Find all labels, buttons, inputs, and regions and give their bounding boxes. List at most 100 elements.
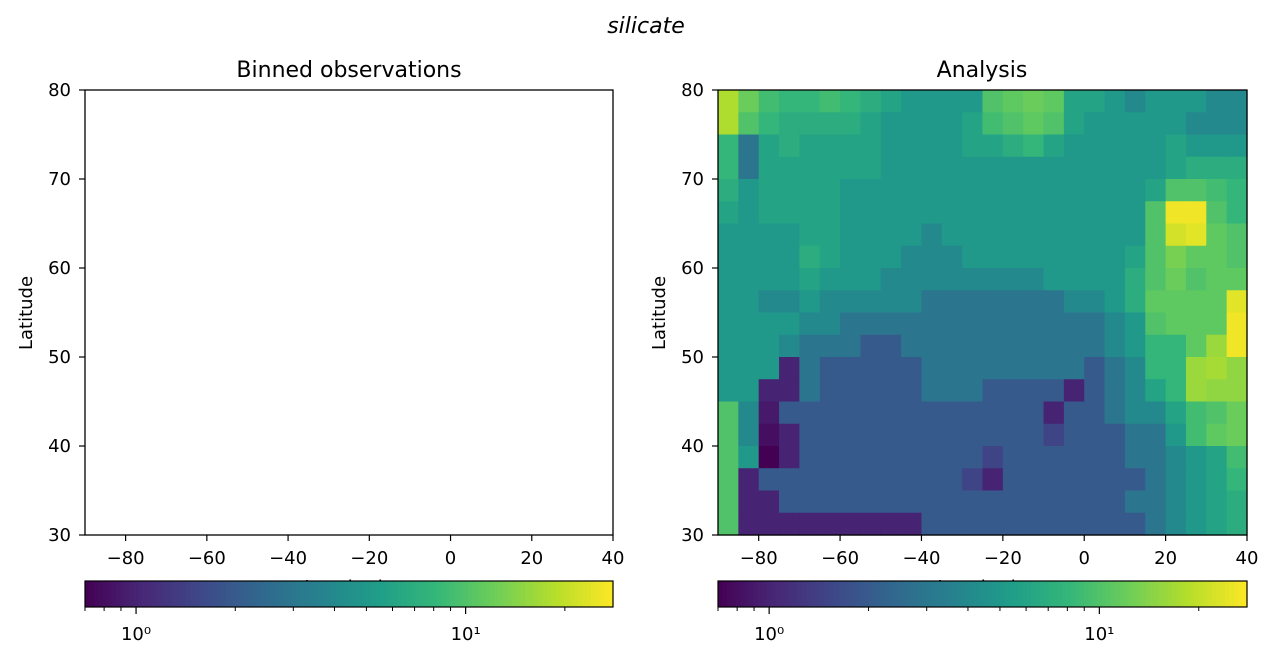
colorbar-segment: [735, 581, 741, 607]
heatmap-cell: [860, 512, 882, 536]
heatmap-cell: [1185, 90, 1207, 113]
plot-frame: [84, 89, 614, 536]
heatmap-cell: [941, 201, 963, 225]
heatmap-cell: [880, 490, 902, 514]
colorbar-segment: [1194, 581, 1200, 607]
colorbar-tick-label: 10⁰: [121, 624, 151, 645]
colorbar-segment: [208, 581, 214, 607]
heatmap-cell: [1002, 179, 1024, 202]
colorbar-segment: [344, 581, 350, 607]
colorbar-segment: [547, 581, 552, 607]
heatmap-cell: [962, 512, 984, 536]
heatmap-cell: [921, 490, 943, 514]
heatmap-cell: [1185, 423, 1207, 447]
colorbar-segment: [252, 581, 258, 607]
colorbar-segment: [595, 581, 601, 607]
y-tick-label: 80: [48, 80, 71, 101]
colorbar-segment: [766, 581, 772, 607]
heatmap-cell: [1023, 268, 1045, 291]
heatmap-cell: [799, 401, 821, 425]
colorbar-frame: [84, 580, 614, 608]
heatmap-cell: [1023, 201, 1045, 225]
heatmap-cell: [901, 401, 923, 425]
heatmap-cell: [921, 112, 943, 136]
colorbar-segment: [1185, 581, 1191, 607]
heatmap-cell: [1063, 446, 1085, 469]
heatmap-cell: [880, 112, 902, 136]
heatmap-cell: [799, 245, 821, 269]
colorbar-segment: [375, 581, 381, 607]
heatmap-cell: [1185, 446, 1207, 469]
heatmap-cell: [1063, 490, 1085, 514]
heatmap-cell: [1124, 312, 1146, 336]
heatmap-cell: [880, 357, 902, 380]
colorbar-segment: [278, 581, 284, 607]
colorbar-segment: [894, 581, 900, 607]
heatmap-cell: [1165, 312, 1187, 336]
colorbar-segment: [1061, 581, 1067, 607]
heatmap-cell: [758, 90, 780, 113]
colorbar-segment: [313, 581, 319, 607]
heatmap-cell: [1002, 223, 1024, 247]
heatmap-cell: [880, 446, 902, 469]
colorbar-segment: [1057, 581, 1063, 607]
heatmap-cell: [1104, 334, 1126, 358]
heatmap-cell: [718, 290, 739, 314]
heatmap-cell: [860, 179, 882, 202]
heatmap-cell: [738, 512, 760, 536]
heatmap-cell: [1023, 223, 1045, 247]
heatmap-cell: [779, 179, 800, 202]
colorbar-segment: [384, 581, 390, 607]
heatmap-cell: [1002, 90, 1024, 113]
colorbar-segment: [889, 581, 895, 607]
colorbar-segment: [753, 581, 759, 607]
x-tick-label: 0: [445, 548, 456, 569]
heatmap-cell: [1124, 134, 1146, 158]
heatmap-cell: [921, 156, 943, 180]
heatmap-cell: [840, 245, 862, 269]
heatmap-cell: [1145, 379, 1167, 403]
heatmap-cell: [1124, 512, 1146, 536]
heatmap-cell: [1206, 290, 1228, 314]
heatmap-cell: [1185, 379, 1207, 403]
heatmap-cell: [738, 245, 760, 269]
heatmap-cell: [1084, 156, 1106, 180]
colorbar-segment: [102, 581, 108, 607]
colorbar-segment: [569, 581, 574, 607]
heatmap-cell: [1063, 334, 1085, 358]
heatmap-cell: [779, 156, 800, 180]
heatmap-cell: [1023, 379, 1045, 403]
heatmap-cell: [1002, 201, 1024, 225]
colorbar-segment: [349, 581, 354, 607]
colorbar-segment: [362, 581, 368, 607]
heatmap-cell: [880, 90, 902, 113]
heatmap-cell: [1206, 357, 1228, 380]
heatmap-cell: [1084, 201, 1106, 225]
colorbar-segment: [779, 581, 785, 607]
colorbar-segment: [819, 581, 825, 607]
heatmap-cell: [819, 134, 841, 158]
heatmap-cell: [1124, 179, 1146, 202]
heatmap-cell: [941, 112, 963, 136]
heatmap-cell: [1023, 290, 1045, 314]
heatmap-cell: [1104, 379, 1126, 403]
colorbar-segment: [718, 581, 724, 607]
heatmap-cell: [738, 223, 760, 247]
colorbar-segment: [1048, 581, 1054, 607]
heatmap-cell: [962, 290, 984, 314]
colorbar-segment: [265, 581, 271, 607]
heatmap-cell: [962, 490, 984, 514]
colorbar-segment: [942, 581, 948, 607]
heatmap-cell: [718, 268, 739, 291]
colorbar-segment: [366, 581, 372, 607]
heatmap-cell: [1043, 268, 1065, 291]
heatmap-cell: [819, 334, 841, 358]
heatmap-cell: [758, 334, 780, 358]
heatmap-cell: [758, 401, 780, 425]
heatmap-cell: [779, 90, 800, 113]
heatmap-cell: [921, 179, 943, 202]
heatmap-cell: [1023, 334, 1045, 358]
heatmap-cell: [1063, 357, 1085, 380]
colorbar-segment: [837, 581, 843, 607]
colorbar-segment: [986, 581, 992, 607]
